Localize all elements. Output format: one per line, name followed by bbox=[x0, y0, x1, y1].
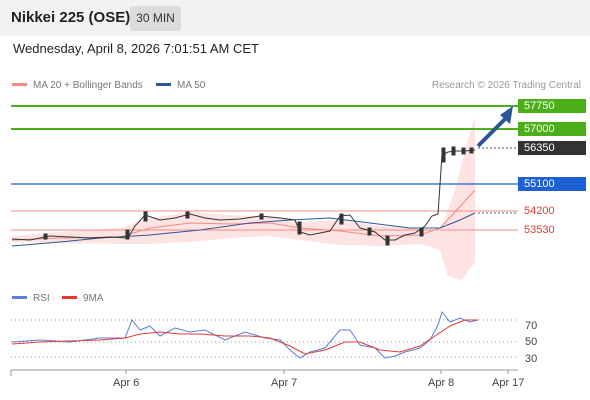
x-label-apr6: Apr 6 bbox=[113, 377, 140, 389]
rsi-swatch bbox=[12, 295, 27, 299]
ma20-line bbox=[11, 189, 476, 241]
x-label-apr7: Apr 7 bbox=[271, 377, 298, 389]
timeframe-badge[interactable]: 30 MIN bbox=[130, 6, 181, 31]
rsi-line bbox=[11, 310, 479, 359]
research-credit: Research © 2026 Trading Central bbox=[431, 80, 581, 91]
legend-9ma: 9MA bbox=[62, 293, 104, 304]
header-bar bbox=[0, 0, 590, 36]
level-label-53530: 53530 bbox=[524, 224, 555, 236]
legend-9ma-label: 9MA bbox=[83, 293, 104, 304]
timestamp: Wednesday, April 8, 2026 7:01:51 AM CET bbox=[13, 41, 259, 56]
ma9-swatch bbox=[62, 295, 77, 299]
x-label-apr17: Apr 17 bbox=[492, 377, 525, 389]
x-label-apr8: Apr 8 bbox=[428, 377, 455, 389]
bollinger-band-fill bbox=[12, 116, 475, 280]
legend-rsi: RSI bbox=[12, 293, 50, 304]
candles bbox=[43, 146, 474, 246]
rsi-tick-50: 50 bbox=[525, 336, 538, 348]
legend-ma50: MA 50 bbox=[156, 80, 205, 91]
level-label-57000: 57000 bbox=[518, 122, 586, 136]
rsi-ma9-line bbox=[11, 319, 478, 355]
legend-ma50-label: MA 50 bbox=[177, 80, 206, 91]
ma50-swatch bbox=[156, 82, 171, 86]
trend-arrow-shaft bbox=[476, 115, 509, 148]
rsi-tick-70: 70 bbox=[525, 320, 538, 332]
trend-arrow-head bbox=[500, 106, 513, 124]
level-label-54200: 54200 bbox=[524, 205, 555, 217]
rsi-tick-30: 30 bbox=[525, 353, 538, 365]
level-label-57750: 57750 bbox=[518, 99, 586, 113]
ma20-swatch bbox=[12, 82, 27, 86]
level-label-55100: 55100 bbox=[518, 177, 586, 191]
instrument-title: Nikkei 225 (OSE) bbox=[11, 9, 131, 26]
legend-rsi-label: RSI bbox=[33, 293, 50, 304]
level-label-56350: 56350 bbox=[518, 141, 586, 155]
legend-ma20-label: MA 20 + Bollinger Bands bbox=[33, 80, 143, 91]
legend-ma20: MA 20 + Bollinger Bands bbox=[12, 80, 143, 91]
